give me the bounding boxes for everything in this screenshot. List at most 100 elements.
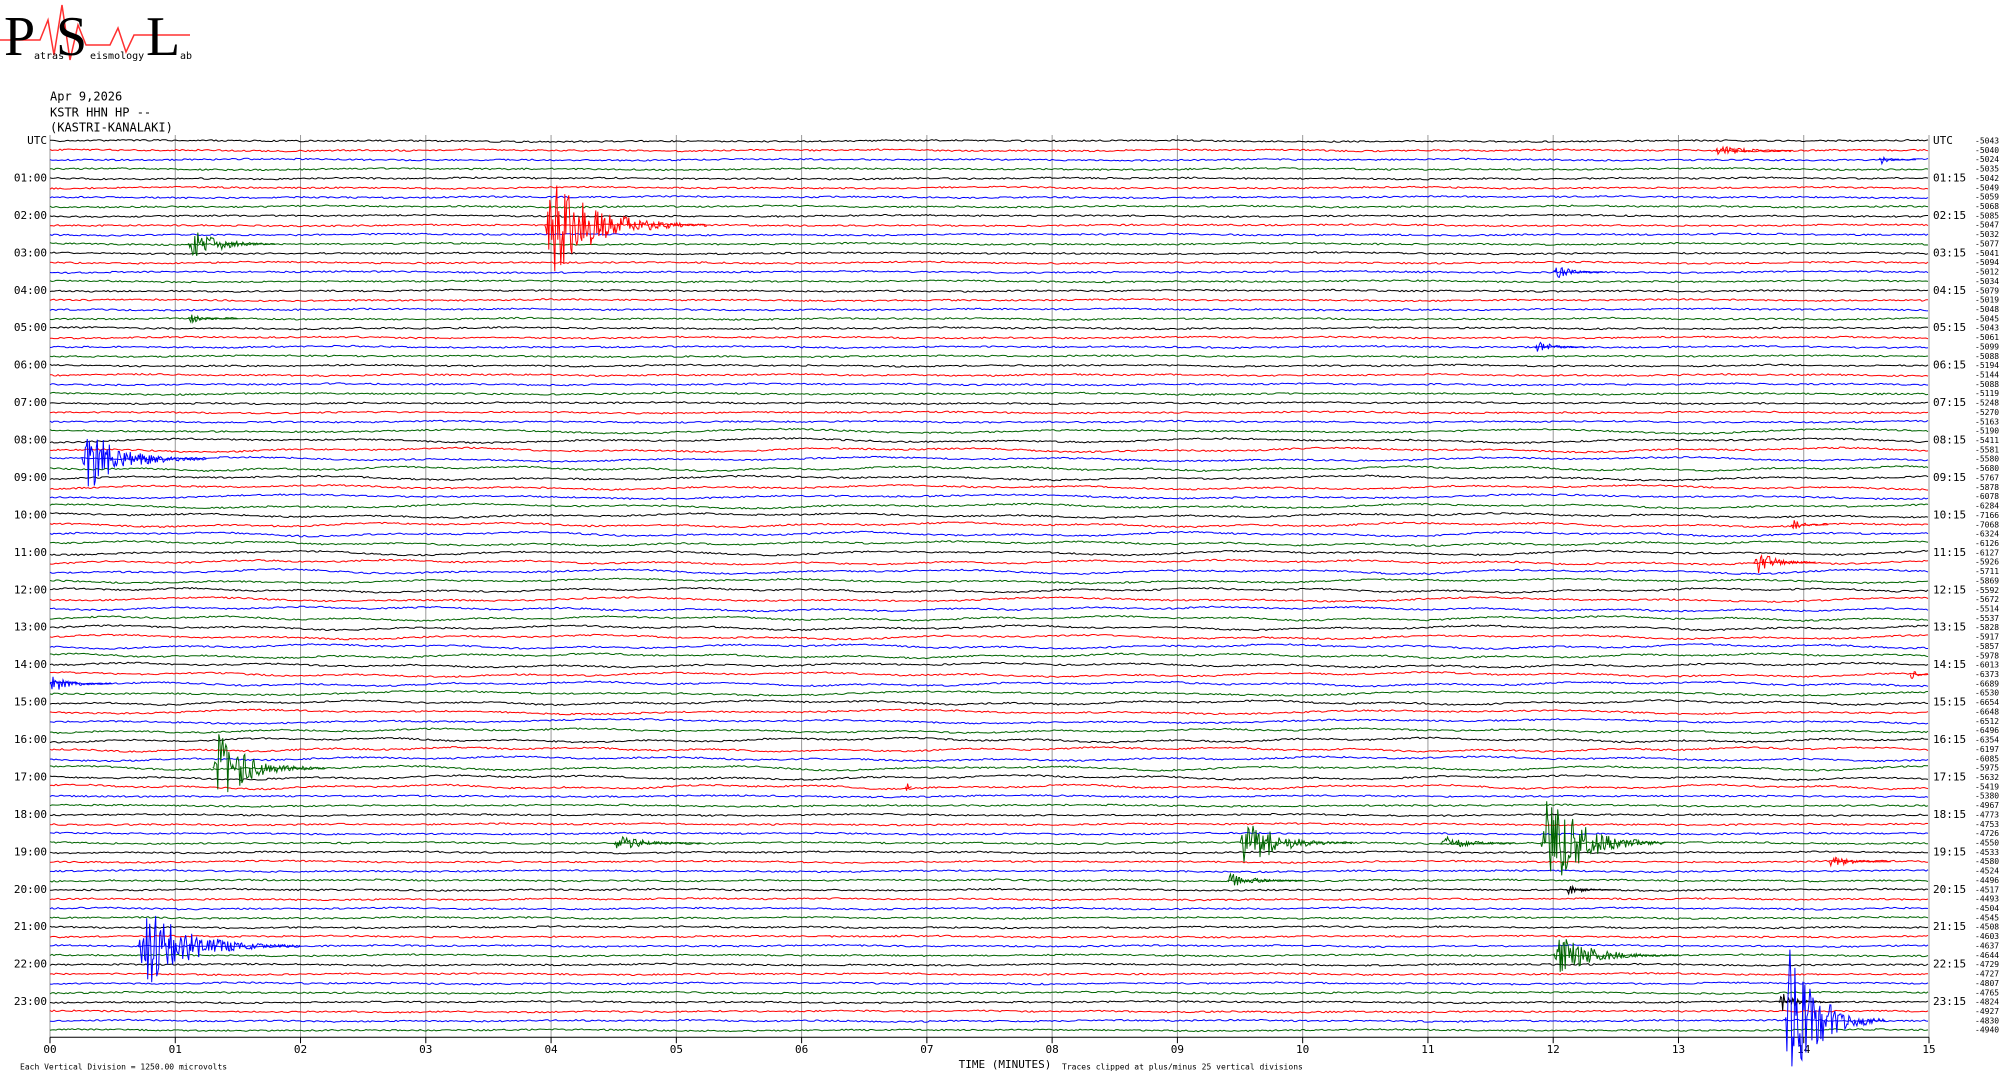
offset-label: -6512: [1975, 717, 1999, 726]
offset-label: -5917: [1975, 633, 1999, 642]
trace: [49, 925, 1929, 930]
offset-label: -5119: [1975, 389, 1999, 398]
offset-label: -5061: [1975, 333, 1999, 342]
offset-label: -4727: [1975, 970, 1999, 979]
trace: [49, 981, 1929, 986]
trace: [49, 298, 1929, 303]
event-burst: [187, 314, 238, 324]
offset-label: -4824: [1975, 998, 1999, 1007]
offset-label: -5537: [1975, 614, 1999, 623]
right-time-label: UTC: [1933, 134, 1953, 147]
trace: [49, 512, 1929, 519]
offset-label: -4517: [1975, 885, 1999, 894]
trace: [49, 493, 1929, 501]
offset-label: -5094: [1975, 258, 1999, 267]
x-tick-label: 08: [1046, 1043, 1059, 1056]
logo-letter: L: [146, 6, 180, 68]
offset-label: -5019: [1975, 296, 1999, 305]
x-tick-label: 10: [1296, 1043, 1309, 1056]
trace: [50, 615, 1929, 622]
trace: [49, 419, 1929, 424]
event-burst: [1784, 949, 1886, 1067]
trace: [49, 897, 1929, 902]
trace: [49, 344, 1929, 350]
left-time-label: 20:00: [14, 883, 47, 896]
trace: [49, 783, 1929, 791]
offset-label: -4765: [1975, 988, 1999, 997]
trace: [49, 167, 1929, 172]
trace: [49, 354, 1929, 359]
trace: [49, 596, 1929, 603]
offset-label: -6496: [1975, 726, 1999, 735]
offset-label: -5857: [1975, 642, 1999, 651]
offset-label: -6689: [1975, 679, 1999, 688]
offset-label: -5767: [1975, 473, 1999, 482]
logo-letter: P: [4, 6, 35, 68]
left-time-label: 15:00: [14, 696, 47, 709]
trace: [49, 549, 1929, 557]
x-tick-label: 06: [795, 1043, 808, 1056]
offset-label: -4524: [1975, 867, 1999, 876]
left-time-label: 16:00: [14, 733, 47, 746]
offset-label: -5079: [1975, 286, 1999, 295]
header-date: Apr 9,2026: [50, 90, 122, 104]
offset-label: -4508: [1975, 923, 1999, 932]
event-burst: [81, 438, 207, 487]
offset-label: -5088: [1975, 380, 1999, 389]
left-time-label: 01:00: [14, 171, 47, 184]
trace: [49, 335, 1929, 340]
offset-label: -5514: [1975, 605, 1999, 614]
logo-text: atras: [34, 51, 64, 62]
right-time-label: 02:15: [1933, 209, 1966, 222]
right-time-label: 20:15: [1933, 883, 1966, 896]
offset-label: -4830: [1975, 1016, 1999, 1025]
trace: [49, 1018, 1929, 1023]
trace: [49, 484, 1929, 491]
offset-label: -5411: [1975, 436, 1999, 445]
right-time-label: 09:15: [1933, 471, 1966, 484]
event-burst: [187, 232, 276, 257]
offset-label: -4773: [1975, 810, 1999, 819]
trace: [49, 530, 1929, 538]
trace: [49, 915, 1929, 920]
trace: [49, 401, 1929, 406]
right-time-label: 11:15: [1933, 546, 1966, 559]
trace: [49, 850, 1929, 855]
event-burst: [1239, 825, 1353, 863]
event-burst: [212, 734, 326, 793]
offset-label: -5975: [1975, 764, 1999, 773]
right-time-label: 16:15: [1933, 733, 1966, 746]
trace: [49, 624, 1929, 632]
event-burst: [544, 185, 707, 272]
x-tick-label: 12: [1547, 1043, 1560, 1056]
left-time-label: 02:00: [14, 209, 47, 222]
offset-label: -5042: [1975, 174, 1999, 183]
offset-label: -4753: [1975, 820, 1999, 829]
offset-label: -5043: [1975, 137, 1999, 146]
trace: [49, 643, 1928, 650]
trace: [49, 363, 1929, 368]
offset-label: -4496: [1975, 876, 1999, 885]
offset-label: -5077: [1975, 239, 1999, 248]
trace: [49, 391, 1929, 396]
trace: [49, 558, 1929, 566]
event-burst: [1440, 835, 1516, 848]
x-tick-label: 09: [1171, 1043, 1184, 1056]
trace: [49, 1028, 1929, 1033]
offset-label: -4493: [1975, 895, 1999, 904]
trace: [49, 279, 1929, 284]
trace: [49, 878, 1929, 883]
offset-label: -5581: [1975, 445, 1999, 454]
trace: [49, 502, 1929, 510]
left-time-label: 18:00: [14, 808, 47, 821]
right-time-label: 06:15: [1933, 359, 1966, 372]
trace: [49, 288, 1929, 293]
trace: [49, 1009, 1929, 1014]
offset-label: -5711: [1975, 567, 1999, 576]
offset-label: -5068: [1975, 202, 1999, 211]
offset-label: -6078: [1975, 492, 1999, 501]
trace: [49, 745, 1929, 753]
offset-label: -4603: [1975, 932, 1999, 941]
right-time-label: 07:15: [1933, 396, 1966, 409]
